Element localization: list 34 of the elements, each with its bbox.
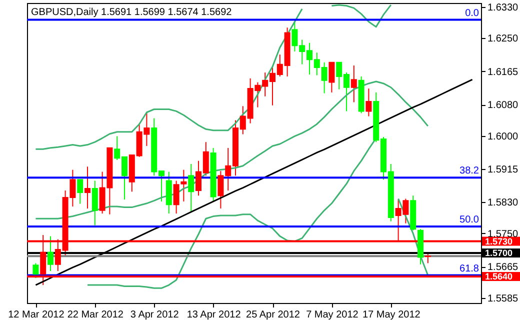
annotation: 50.0: [460, 214, 480, 226]
candlestick: [166, 171, 172, 214]
x-tick-label: 22 Mar 2012: [67, 310, 124, 320]
annotation: 61.8: [460, 263, 480, 274]
candlestick: [366, 88, 372, 117]
y-tick-label: 1.5585: [488, 293, 519, 304]
ref-line-label: 1.5700: [485, 248, 513, 258]
annotation: 0.0: [465, 8, 480, 19]
x-tick-label: 12 Mar 2012: [8, 310, 65, 320]
candlestick: [328, 62, 335, 93]
y-tick-label: 1.5830: [488, 198, 519, 209]
y-tick-label: 1.6250: [488, 34, 519, 45]
chart-title: GBPUSD,Daily 1.5691 1.5699 1.5674 1.5692: [31, 7, 232, 18]
y-tick-label: 1.6330: [488, 2, 519, 14]
candlestick: [84, 166, 90, 209]
candlestick: [32, 262, 39, 278]
candlestick: [77, 179, 84, 204]
ref-line-label: 1.5640: [485, 271, 513, 282]
candlestick: [48, 236, 54, 272]
candlestick: [92, 180, 98, 226]
y-tick-label: 1.5915: [488, 164, 519, 176]
y-tick-label: 1.6000: [488, 131, 519, 142]
x-tick-label: 3 Apr 2012: [130, 310, 180, 320]
x-tick-label: 17 May 2012: [362, 310, 421, 320]
candlestick: [188, 163, 194, 212]
candlestick: [350, 65, 357, 103]
x-tick-label: 13 Apr 2012: [186, 310, 242, 320]
x-tick-label: 7 May 2012: [306, 310, 359, 320]
y-tick-label: 1.5665: [488, 262, 519, 274]
y-tick-label: 1.6165: [488, 66, 519, 78]
x-tick-label: 25 Apr 2012: [246, 310, 300, 320]
annotation: 38.2: [460, 166, 480, 177]
line-series: [34, 80, 429, 220]
y-tick-label: 1.6080: [488, 100, 519, 112]
